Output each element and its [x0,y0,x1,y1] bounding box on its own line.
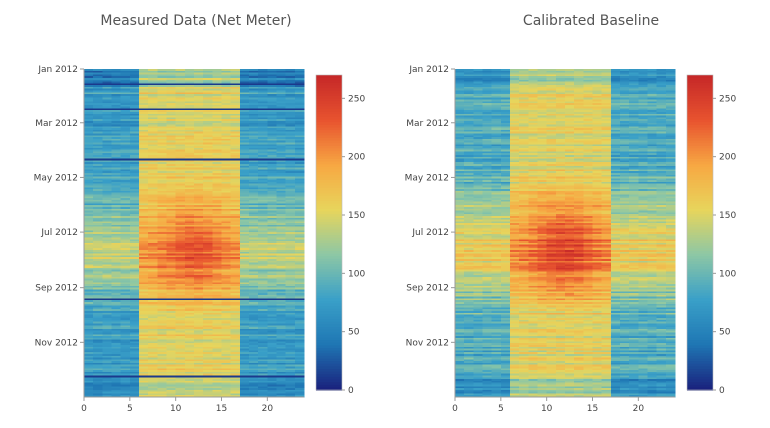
y-tick-label: Mar 2012 [35,119,78,129]
x-tick-label: 5 [127,404,133,414]
heatmap-panel-1: Measured Data (Net Meter) Jan 2012 Mar 201… [34,13,366,414]
x-tick-label: 20 [262,404,274,414]
heatmap-cells [84,69,304,397]
x-tick-label: 15 [216,404,227,414]
x-tick-label: 0 [81,404,87,414]
colorbar-tick-label: 250 [348,94,365,104]
x-tick-label: 10 [170,404,182,414]
colorbar-tick-label: 150 [348,211,365,221]
colorbar-tick-label: 100 [348,269,365,279]
colorbar-tick-label: 0 [348,386,354,396]
chart-title: Measured Data (Net Meter) [100,13,291,29]
colorbar-tick-label: 50 [348,328,360,338]
y-tick-label: Jul 2012 [40,228,78,238]
y-tick-label: Jan 2012 [37,65,78,75]
heatmap-cells [455,69,675,397]
y-tick-label: May 2012 [34,173,78,183]
chart-title: Calibrated Baseline [523,13,659,29]
colorbar-tick-label: 200 [348,153,365,163]
y-tick-label: Sep 2012 [35,284,78,294]
colorbar: 0 50 100 150 200 250 [316,75,365,396]
y-tick-label: Nov 2012 [35,338,78,348]
